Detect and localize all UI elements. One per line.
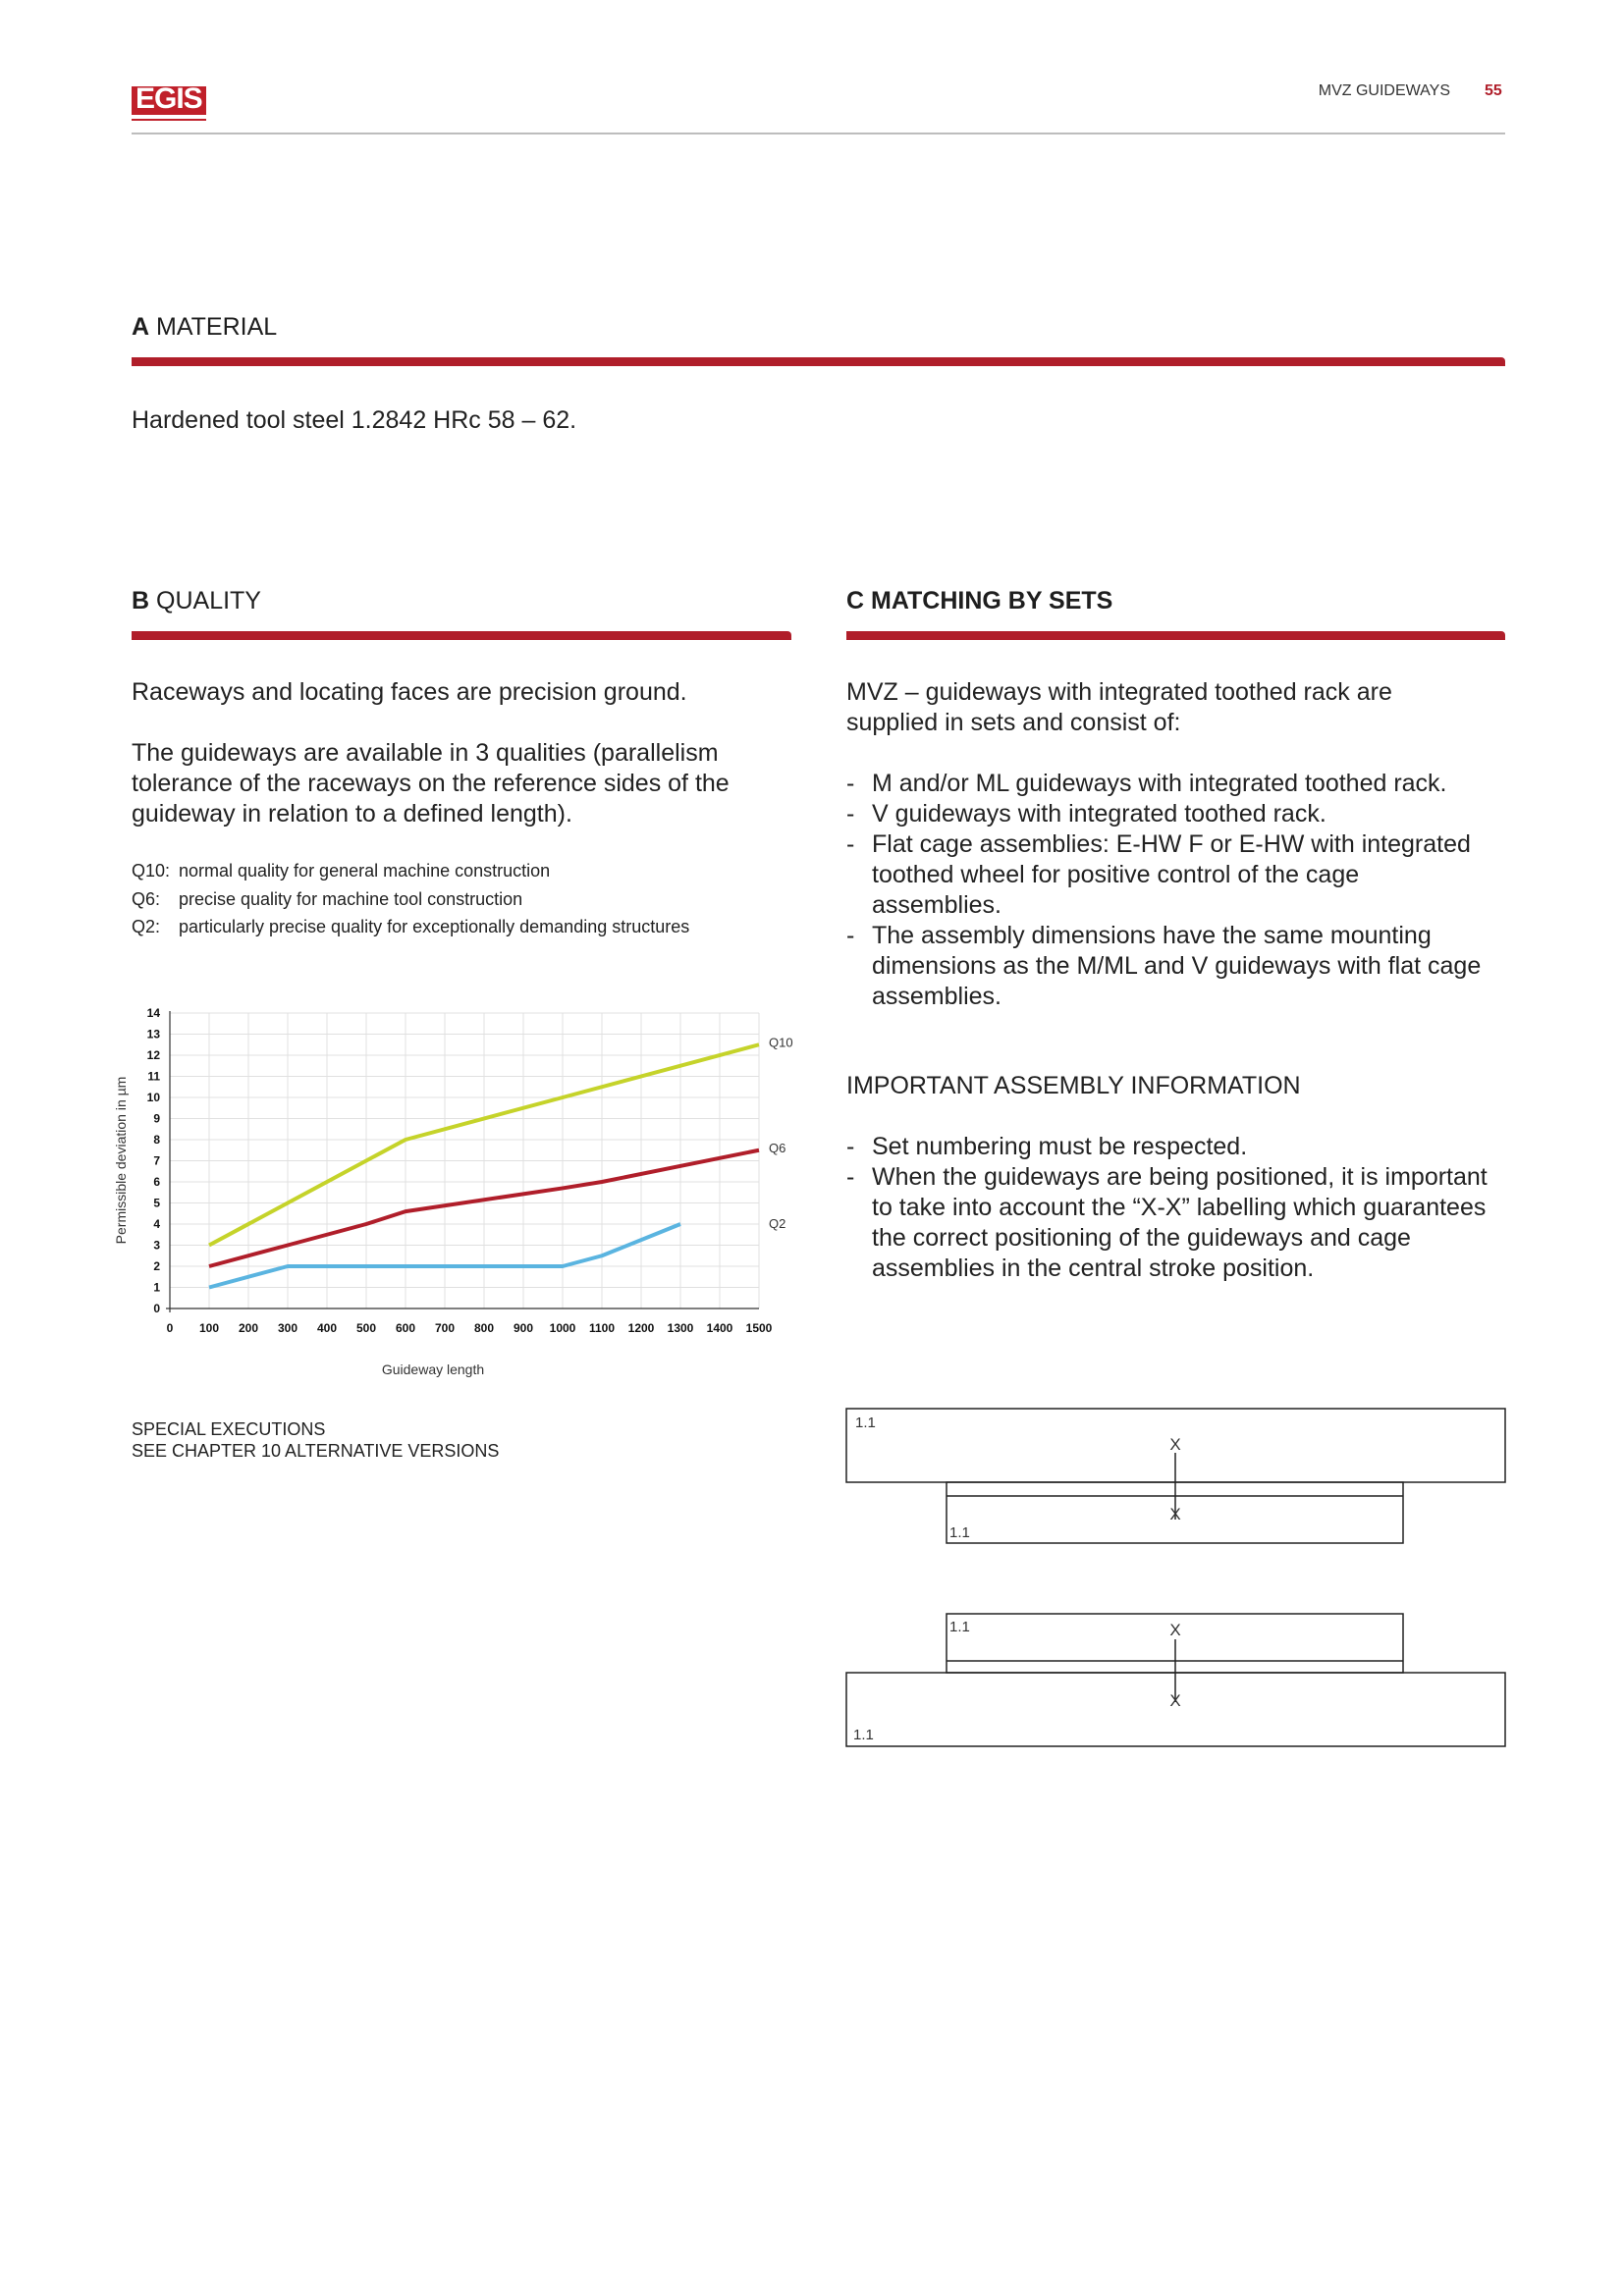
- y-tick-label: 11: [147, 1070, 160, 1084]
- set-label: 1.1: [853, 1727, 874, 1743]
- x-tick-label: 1400: [707, 1321, 733, 1335]
- section-title-text: QUALITY: [156, 587, 261, 614]
- quality-item: Q6: precise quality for machine tool cons…: [132, 885, 819, 914]
- x-tick-label: 1300: [668, 1321, 694, 1335]
- x-label: X: [1169, 1435, 1180, 1454]
- x-tick-label: 200: [239, 1321, 258, 1335]
- y-tick-label: 3: [153, 1239, 160, 1253]
- x-tick-label: 300: [278, 1321, 298, 1335]
- set-label: 1.1: [949, 1524, 970, 1541]
- y-tick-label: 7: [153, 1154, 160, 1168]
- header-divider: [132, 133, 1505, 134]
- header-title: MVZ GUIDEWAYS: [1318, 82, 1450, 99]
- section-letter: B: [132, 587, 150, 614]
- x-tick-label: 0: [167, 1321, 174, 1335]
- x-tick-label: 900: [514, 1321, 533, 1335]
- list-item: M and/or ML guideways with integrated to…: [846, 769, 1494, 799]
- list-item: When the guideways are being positioned,…: [846, 1162, 1494, 1284]
- egis-logo: EGIS: [132, 84, 206, 115]
- quality-item: Q10: normal quality for general machine c…: [132, 857, 819, 885]
- y-tick-label: 13: [147, 1028, 161, 1041]
- series-label: Q2: [769, 1216, 785, 1231]
- series-line-q6: [208, 1148, 760, 1268]
- series-line-q2: [208, 1222, 681, 1290]
- special-executions: SPECIAL EXECUTIONS SEE CHAPTER 10 ALTERN…: [132, 1418, 499, 1462]
- y-tick-label: 6: [153, 1175, 160, 1189]
- y-tick-label: 1: [153, 1281, 160, 1295]
- section-a-bar: [132, 357, 1505, 366]
- y-axis-label: Permissible deviation in µm: [113, 1077, 129, 1245]
- set-label: 1.1: [949, 1619, 970, 1635]
- list-item: V guideways with integrated toothed rack…: [846, 799, 1494, 829]
- section-b-bar: [132, 631, 791, 640]
- quality-code: Q10:: [132, 861, 171, 881]
- y-tick-label: 10: [147, 1091, 161, 1104]
- series-line-q10: [208, 1042, 760, 1248]
- quality-desc: particularly precise quality for excepti…: [179, 917, 690, 936]
- quality-list: Q10: normal quality for general machine c…: [132, 857, 819, 941]
- quality-desc: precise quality for machine tool constru…: [179, 888, 523, 909]
- x-tick-label: 100: [199, 1321, 219, 1335]
- section-letter: C: [846, 587, 865, 614]
- special-executions-line: SPECIAL EXECUTIONS: [132, 1419, 326, 1439]
- set-label: 1.1: [855, 1415, 876, 1431]
- x-tick-label: 500: [356, 1321, 376, 1335]
- important-list: Set numbering must be respected. When th…: [846, 1132, 1494, 1284]
- y-tick-label: 2: [153, 1259, 160, 1273]
- x-tick-label: 1200: [628, 1321, 655, 1335]
- x-label: X: [1169, 1691, 1180, 1710]
- series-label: Q10: [769, 1035, 793, 1049]
- x-tick-label: 600: [396, 1321, 415, 1335]
- y-tick-label: 4: [153, 1217, 160, 1231]
- matching-list: M and/or ML guideways with integrated to…: [846, 769, 1494, 1012]
- section-c-bar: [846, 631, 1505, 640]
- list-item: Flat cage assemblies: E-HW F or E-HW wit…: [846, 829, 1494, 921]
- section-b-title: B QUALITY: [132, 587, 261, 615]
- x-tick-label: 1500: [746, 1321, 773, 1335]
- x-axis-label: Guideway length: [382, 1362, 484, 1377]
- y-tick-label: 0: [153, 1302, 160, 1315]
- section-letter: A: [132, 313, 150, 341]
- x-tick-label: 1100: [589, 1321, 615, 1335]
- y-tick-label: 9: [153, 1112, 160, 1126]
- y-tick-label: 12: [147, 1048, 161, 1062]
- material-text: Hardened tool steel 1.2842 HRc 58 – 62.: [132, 406, 577, 434]
- x-tick-label: 800: [474, 1321, 494, 1335]
- special-executions-link[interactable]: SEE CHAPTER 10 ALTERNATIVE VERSIONS: [132, 1441, 500, 1461]
- quality-chart: 0 100 200 300 400 500 600 700 800 900 1000 1100 1200…: [113, 1006, 793, 1377]
- y-tick-label: 8: [153, 1133, 160, 1147]
- y-tick-label: 5: [153, 1197, 160, 1210]
- list-item: Set numbering must be respected.: [846, 1132, 1494, 1162]
- important-title: IMPORTANT ASSEMBLY INFORMATION: [846, 1072, 1301, 1099]
- section-a-title: A MATERIAL: [132, 313, 277, 342]
- x-label: X: [1169, 1505, 1180, 1523]
- x-tick-label: 400: [317, 1321, 337, 1335]
- section-title-text: MATERIAL: [156, 313, 278, 341]
- x-label: X: [1169, 1621, 1180, 1639]
- quality-code: Q6:: [132, 888, 161, 909]
- x-tick-label: 700: [435, 1321, 455, 1335]
- y-tick-label: 14: [147, 1006, 161, 1020]
- page-number: 55: [1485, 82, 1502, 99]
- section-c-title: C MATCHING BY SETS: [846, 587, 1112, 615]
- quality-item: Q2: particularly precise quality for exce…: [132, 913, 819, 941]
- quality-code: Q2:: [132, 917, 161, 936]
- quality-para-2: The guideways are available in 3 qualiti…: [132, 739, 730, 828]
- matching-intro: MVZ – guideways with integrated toothed …: [846, 678, 1392, 736]
- quality-para-1: Raceways and locating faces are precisio…: [132, 678, 687, 706]
- list-item: The assembly dimensions have the same mo…: [846, 921, 1494, 1012]
- x-tick-label: 1000: [550, 1321, 576, 1335]
- series-label: Q6: [769, 1141, 785, 1155]
- section-title-text: MATCHING BY SETS: [871, 587, 1113, 614]
- quality-desc: normal quality for general machine const…: [179, 861, 551, 881]
- xx-labelling-diagram: 1.1 1.1 1.1 1.1 X X X X: [845, 1408, 1506, 1747]
